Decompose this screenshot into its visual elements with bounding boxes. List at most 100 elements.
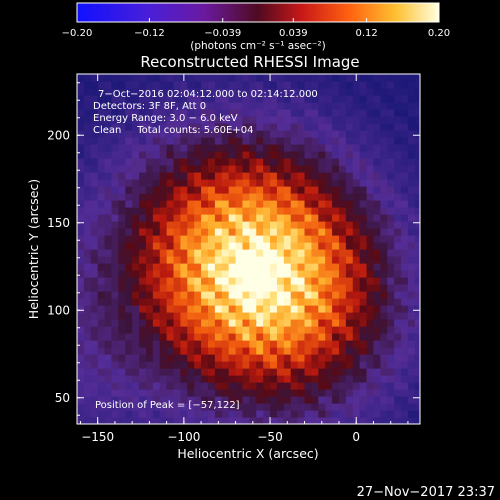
- heatmap-cell: [201, 242, 209, 250]
- heatmap-cell: [332, 368, 340, 376]
- heatmap-cell: [311, 172, 319, 180]
- heatmap-cell: [414, 417, 420, 424]
- heatmap-cell: [235, 130, 244, 138]
- heatmap-cell: [352, 396, 361, 404]
- heatmap-cell: [366, 172, 375, 180]
- heatmap-cell: [83, 312, 92, 320]
- heatmap-cell: [332, 242, 340, 250]
- heatmap-cell: [207, 333, 216, 341]
- heatmap-cell: [311, 284, 319, 292]
- heatmap-cell: [125, 158, 133, 166]
- heatmap-cell: [283, 186, 292, 194]
- heatmap-cell: [256, 389, 264, 397]
- heatmap-cell: [359, 340, 368, 348]
- heatmap-cell: [77, 109, 85, 117]
- heatmap-cell: [283, 221, 292, 229]
- heatmap-cell: [194, 249, 202, 257]
- heatmap-cell: [207, 242, 216, 250]
- heatmap-cell: [256, 270, 264, 278]
- heatmap-cell: [311, 221, 319, 229]
- heatmap-cell: [290, 151, 299, 159]
- heatmap-cell: [97, 193, 106, 201]
- heatmap-cell: [297, 375, 306, 383]
- heatmap-cell: [394, 417, 402, 424]
- heatmap-cell: [263, 389, 271, 397]
- heatmap-cell: [235, 291, 244, 299]
- heatmap-cell: [249, 368, 257, 376]
- heatmap-cell: [242, 312, 250, 320]
- heatmap-cell: [263, 193, 271, 201]
- heatmap-cell: [152, 158, 161, 166]
- heatmap-cell: [97, 158, 106, 166]
- heatmap-cell: [304, 221, 313, 229]
- heatmap-cell: [97, 396, 106, 404]
- heatmap-cell: [104, 361, 113, 369]
- heatmap-cell: [228, 312, 237, 320]
- heatmap-cell: [104, 123, 113, 131]
- heatmap-cell: [325, 347, 333, 355]
- heatmap-cell: [345, 116, 354, 124]
- heatmap-cell: [194, 228, 202, 236]
- heatmap-cell: [345, 298, 354, 306]
- heatmap-cell: [414, 312, 420, 320]
- heatmap-cell: [145, 144, 154, 152]
- heatmap-cell: [139, 151, 147, 159]
- heatmap-cell: [256, 284, 264, 292]
- heatmap-cell: [145, 354, 154, 362]
- heatmap-cell: [145, 88, 154, 96]
- heatmap-cell: [290, 137, 299, 145]
- heatmap-cell: [276, 144, 285, 152]
- heatmap-cell: [125, 214, 133, 222]
- heatmap-cell: [394, 361, 402, 369]
- heatmap-cell: [132, 249, 140, 257]
- heatmap-cell: [159, 214, 168, 222]
- heatmap-cell: [304, 305, 313, 313]
- heatmap-cell: [214, 256, 223, 264]
- heatmap-cell: [270, 270, 278, 278]
- heatmap-cell: [90, 284, 99, 292]
- heatmap-cell: [373, 256, 381, 264]
- heatmap-cell: [338, 151, 347, 159]
- heatmap-cell: [125, 263, 133, 271]
- heatmap-cell: [97, 410, 106, 418]
- heatmap-cell: [242, 123, 250, 131]
- heatmap-cell: [180, 256, 188, 264]
- heatmap-cell: [104, 249, 113, 257]
- heatmap-cell: [104, 200, 113, 208]
- heatmap-cell: [207, 81, 216, 89]
- heatmap-cell: [242, 298, 250, 306]
- heatmap-cell: [318, 179, 326, 187]
- heatmap-cell: [104, 396, 113, 404]
- heatmap-cell: [104, 95, 113, 103]
- y-axis-label: Heliocentric Y (arcsec): [26, 179, 41, 319]
- heatmap-cell: [352, 235, 361, 243]
- heatmap-cell: [97, 277, 106, 285]
- heatmap-cell: [387, 235, 395, 243]
- heatmap-cell: [394, 305, 402, 313]
- heatmap-cell: [194, 417, 202, 424]
- heatmap-cell: [97, 151, 106, 159]
- heatmap-cell: [401, 291, 409, 299]
- heatmap-cell: [145, 179, 154, 187]
- heatmap-cell: [173, 81, 182, 89]
- heatmap-cell: [345, 172, 354, 180]
- heatmap-cell: [359, 81, 368, 89]
- heatmap-cell: [187, 256, 195, 264]
- heatmap-cell: [173, 382, 182, 390]
- heatmap-cell: [366, 375, 375, 383]
- heatmap-cell: [194, 291, 202, 299]
- heatmap-cell: [166, 319, 175, 327]
- heatmap-cell: [380, 340, 388, 348]
- heatmap-cell: [387, 347, 395, 355]
- heatmap-cell: [325, 221, 333, 229]
- heatmap-cell: [401, 403, 409, 411]
- heatmap-cell: [332, 319, 340, 327]
- heatmap-cell: [83, 242, 92, 250]
- heatmap-cell: [283, 326, 292, 334]
- heatmap-cell: [332, 326, 340, 334]
- heatmap-cell: [173, 312, 182, 320]
- heatmap-cell: [380, 102, 388, 110]
- heatmap-cell: [325, 263, 333, 271]
- heatmap-cell: [394, 137, 402, 145]
- heatmap-cell: [366, 207, 375, 215]
